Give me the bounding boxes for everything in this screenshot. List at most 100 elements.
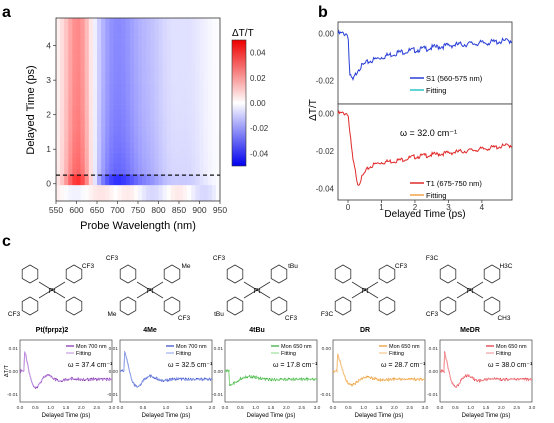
heatmap-cell [113,104,118,110]
heatmap-cell [68,141,73,148]
heatmap-cell [117,34,122,40]
heatmap-cell [215,82,221,89]
heatmap-cell [109,152,114,159]
heatmap-cell [92,34,98,40]
heatmap-cell [109,44,114,51]
heatmap-cell [88,136,94,143]
heatmap-cell [158,50,163,56]
heatmap-cell [121,66,126,73]
heatmap-cell [60,18,65,24]
heatmap-cell [150,61,155,67]
heatmap-cell [146,141,151,148]
heatmap-cell [97,18,102,24]
heatmap-cell [174,61,180,67]
heatmap-cell [133,71,139,78]
heatmap-cell [138,157,143,164]
heatmap-cell [199,168,204,175]
heatmap-xtick-label: 850 [172,205,186,215]
heatmap-cell [88,120,94,126]
heatmap-cell [84,179,90,186]
heatmap-cell [215,131,221,137]
heatmap-cell [183,179,188,186]
heatmap-cell [84,18,90,24]
heatmap-cell [195,195,200,202]
ytick-label: -0.01 [427,392,438,398]
heatmap-cell [72,23,77,30]
heatmap-cell [76,141,81,148]
heatmap-cell [183,104,188,110]
heatmap-cell [72,125,77,132]
heatmap-cell [117,77,122,83]
heatmap-cell [109,82,114,89]
heatmap-cell [97,109,102,116]
heatmap-cell [142,190,147,196]
metal-center-label: Pt [362,288,369,295]
heatmap-cell [88,34,94,40]
heatmap-cell [60,23,65,30]
heatmap-cell [80,39,85,46]
heatmap-cell [174,77,180,83]
heatmap-cell [56,152,61,159]
heatmap-cell [138,71,143,78]
heatmap-cell [138,190,143,196]
heatmap-cell [125,34,131,40]
heatmap-cell [121,61,126,67]
heatmap-cell [121,39,126,46]
heatmap-cell [113,120,118,126]
heatmap-cell [154,55,159,62]
heatmap-cell [109,23,114,30]
heatmap-cell [84,168,90,175]
heatmap-cell [133,109,139,116]
heatmap-cell [76,28,81,35]
heatmap-cell [105,184,110,191]
heatmap-cell [215,55,221,62]
heatmap-cell [84,44,90,51]
ring-shape [439,296,457,316]
heatmap-cell [97,28,102,35]
heatmap-cell [150,18,155,24]
heatmap-cell [97,179,102,186]
heatmap-cell [109,141,114,148]
heatmap-cell [97,125,102,132]
heatmap-cell [179,87,184,94]
heatmap-cell [101,18,106,24]
heatmap-cell [146,23,151,30]
heatmap-cell [92,147,98,153]
heatmap-cell [101,28,106,35]
panel-b-lower-frame [337,103,513,201]
heatmap-cell [72,131,77,137]
heatmap-cell [56,184,61,191]
heatmap-cell [179,114,184,121]
heatmap-cell [109,136,114,143]
heatmap-cell [92,28,98,35]
heatmap-cell [183,23,188,30]
heatmap-cell [142,179,147,186]
heatmap-cell [138,136,143,143]
heatmap-cell [88,125,94,132]
heatmap-cell [158,93,163,100]
heatmap-cell [113,125,118,132]
heatmap-cell [88,71,94,78]
heatmap-cell [97,66,102,73]
heatmap-cell [174,109,180,116]
heatmap-cell [80,98,85,105]
ytick-label: -0.01 [7,392,18,398]
heatmap-cell [72,28,77,35]
heatmap-cell [179,109,184,116]
heatmap-cell [191,77,196,83]
heatmap-cell [207,23,213,30]
heatmap-cell [150,120,155,126]
heatmap-cell [129,120,135,126]
heatmap-cell [150,34,155,40]
heatmap-cell [60,28,65,35]
heatmap-cell [109,195,114,202]
heatmap-cell [133,125,139,132]
heatmap-cell [109,77,114,83]
heatmap-cell [109,28,114,35]
heatmap-cell [174,44,180,51]
heatmap-cell [187,55,192,62]
heatmap-cell [56,71,61,78]
heatmap-cell [203,18,208,24]
heatmap-cell [138,147,143,153]
substituent-label: H3C [499,263,512,270]
